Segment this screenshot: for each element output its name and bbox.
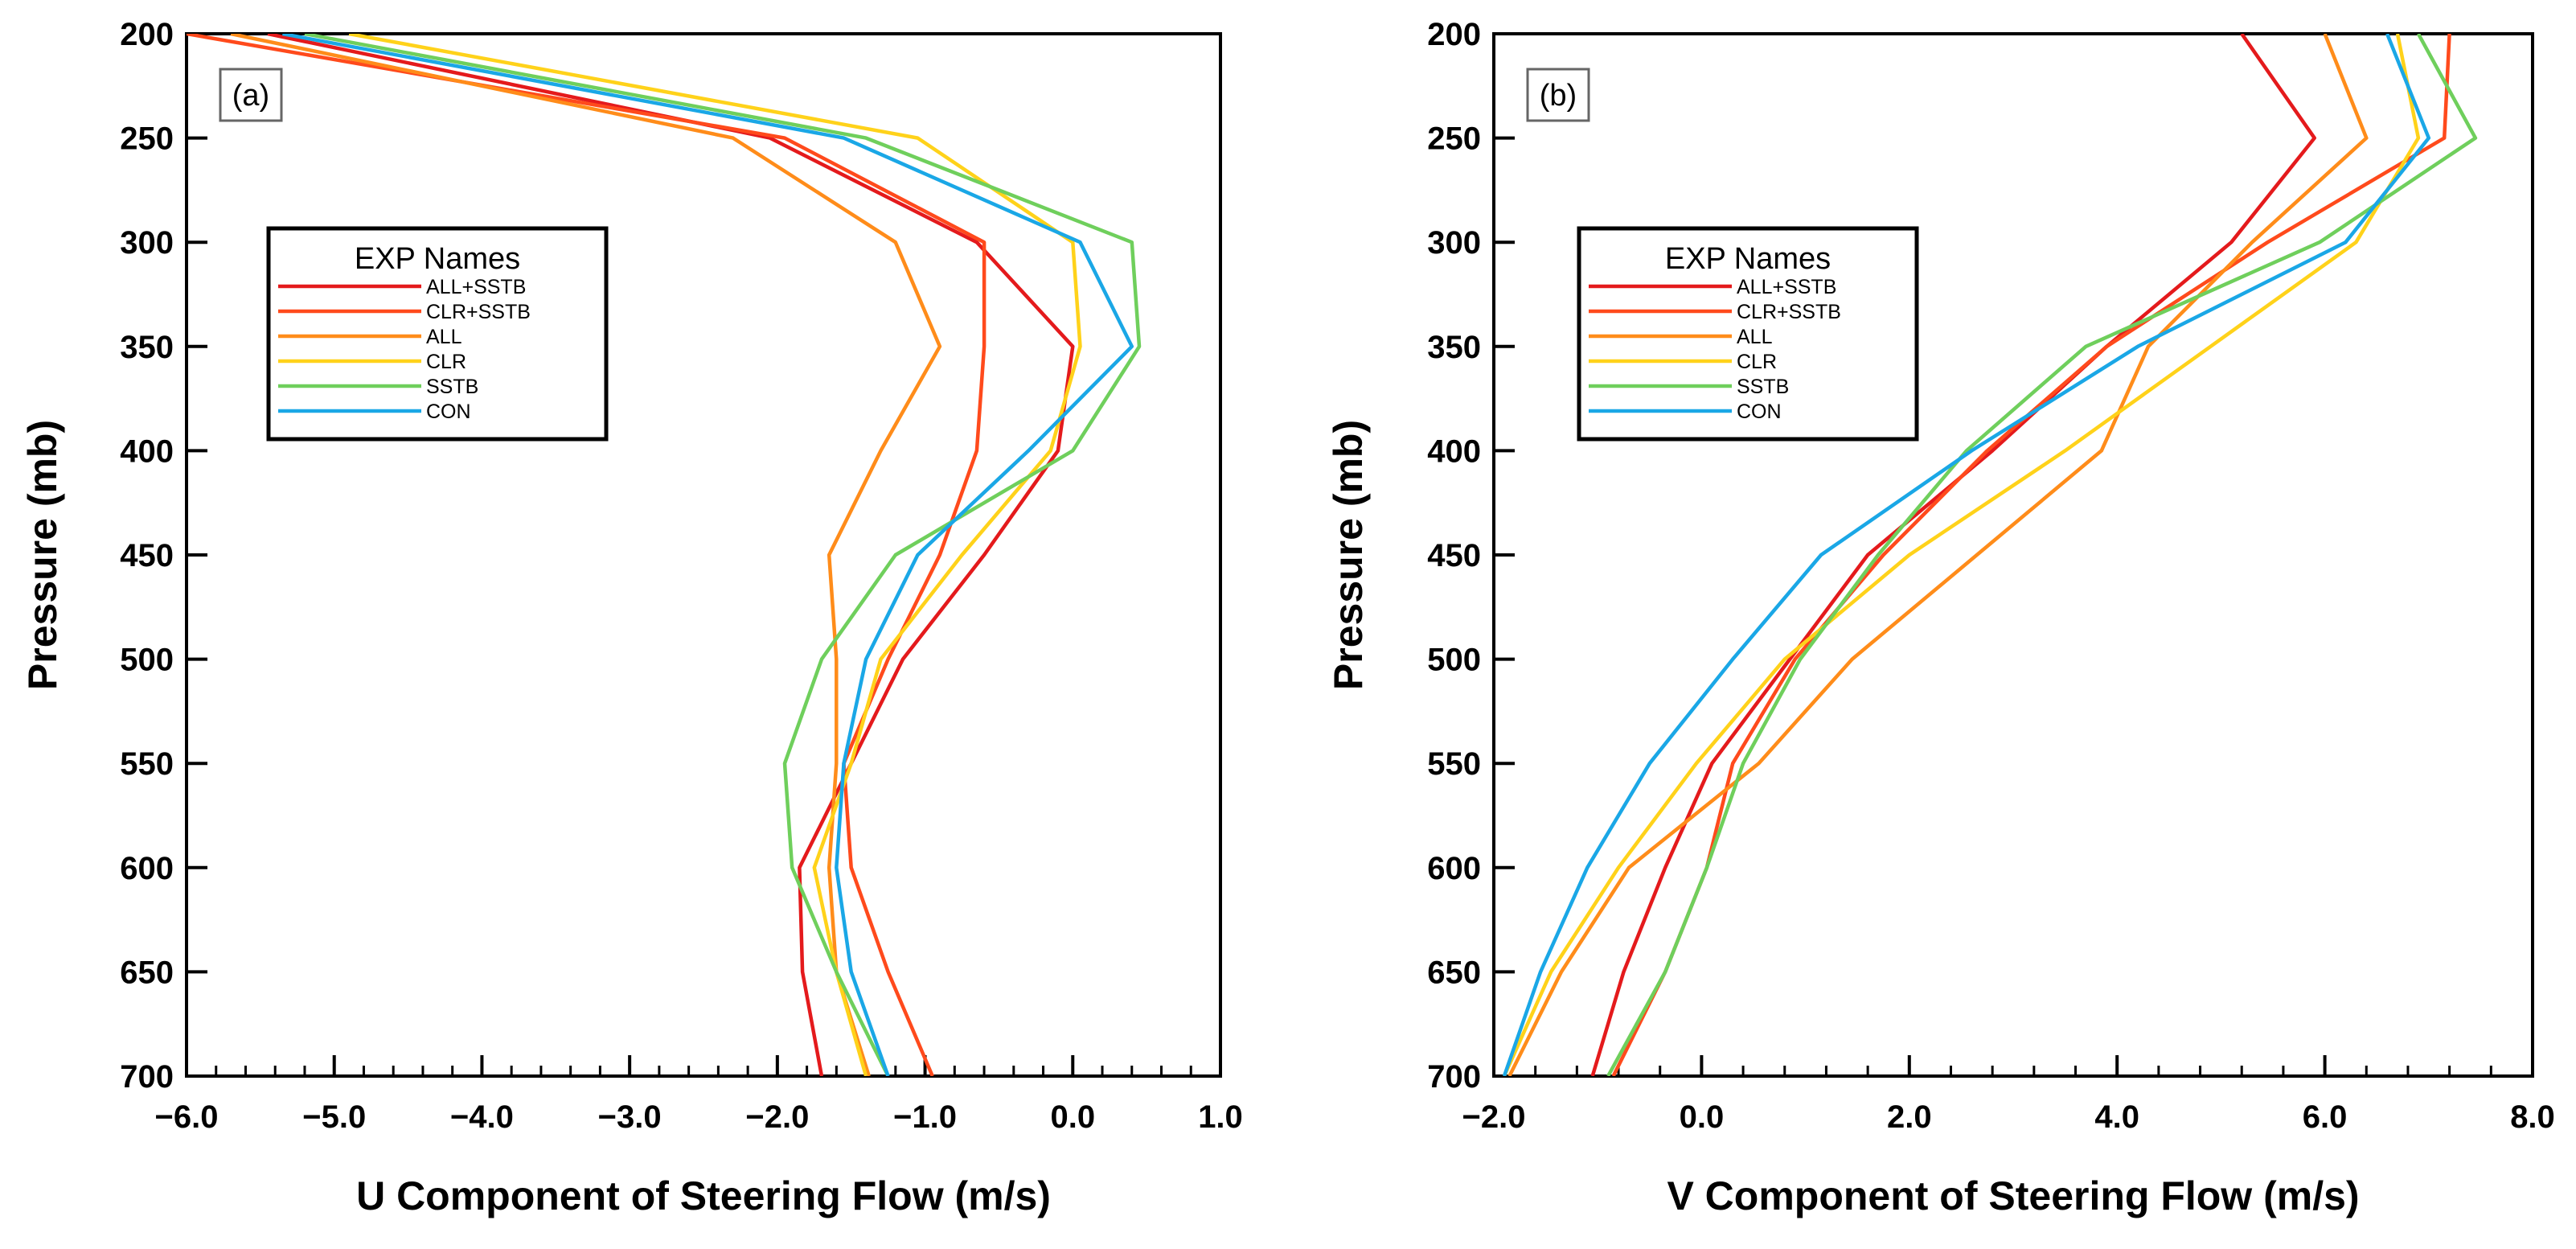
legend-entry-label: CLR — [1737, 351, 1777, 373]
series-line-all — [1507, 34, 2369, 1076]
x-tick-label: −2.0 — [1462, 1099, 1526, 1135]
x-tick-label: 4.0 — [2094, 1099, 2139, 1135]
y-tick-label: 550 — [1427, 746, 1481, 782]
y-tick-label: 200 — [1427, 17, 1481, 52]
x-tick-label: −1.0 — [893, 1099, 957, 1135]
plot-frame — [185, 32, 1222, 1078]
legend-title: EXP Names — [1665, 242, 1831, 276]
y-tick-label: 700 — [1427, 1059, 1481, 1095]
y-tick-label: 250 — [1427, 121, 1481, 157]
x-tick-label: 0.0 — [1050, 1099, 1095, 1135]
series-line-clr-plus-sstb — [1611, 34, 2451, 1076]
x-tick-label: −4.0 — [450, 1099, 514, 1135]
series-line-con — [281, 34, 1134, 1076]
x-axis-title: V Component of Steering Flow (m/s) — [1667, 1173, 2359, 1218]
legend-entry-label: CLR+SSTB — [1737, 301, 1841, 323]
x-tick-label: −3.0 — [598, 1099, 662, 1135]
y-tick-label: 650 — [1427, 955, 1481, 990]
legend-entry-label: ALL+SSTB — [426, 276, 526, 298]
y-tick-label: 400 — [1427, 433, 1481, 469]
series-group — [1502, 34, 2478, 1076]
x-tick-label: −2.0 — [745, 1099, 809, 1135]
y-axis-title: Pressure (mb) — [1326, 420, 1371, 690]
series-line-sstb — [1606, 34, 2478, 1076]
series-group — [187, 34, 1142, 1076]
panel-a: −6.0 −5.0 −4.0 −3.0 −2.0 −1.0 0.0 1.0 200 250 300 3… — [20, 17, 1243, 1218]
legend-title: EXP Names — [355, 242, 520, 276]
series-line-clr-plus-sstb — [187, 34, 987, 1076]
legend-entry-label: CLR — [426, 351, 466, 373]
x-tick-label: 6.0 — [2303, 1099, 2348, 1135]
legend-entry-label: ALL+SSTB — [1737, 276, 1836, 298]
x-tick-label: −6.0 — [155, 1099, 219, 1135]
y-tick-label: 500 — [120, 643, 174, 678]
y-tick-label: 350 — [1427, 330, 1481, 365]
x-tick-label: 8.0 — [2510, 1099, 2555, 1135]
y-tick-label: 250 — [120, 121, 174, 157]
y-tick-label: 300 — [1427, 225, 1481, 261]
y-axis-title: Pressure (mb) — [20, 420, 65, 690]
y-tick-label: 200 — [120, 17, 174, 52]
y-tick-label: 300 — [120, 225, 174, 261]
legend-entry-label: CLR+SSTB — [426, 301, 531, 323]
panel-label-box — [219, 68, 283, 122]
y-tick-label: 450 — [1427, 538, 1481, 573]
x-tick-label: 2.0 — [1887, 1099, 1932, 1135]
panel-label-text: (b) — [1540, 79, 1577, 113]
x-tick-label: −5.0 — [302, 1099, 366, 1135]
legend-entry-label: ALL — [1737, 326, 1773, 348]
y-tick-label: 600 — [1427, 851, 1481, 886]
legend-entry-label: CON — [426, 401, 471, 423]
series-line-clr — [348, 34, 1082, 1076]
series-line-sstb — [304, 34, 1142, 1076]
panel-label-box — [1526, 68, 1590, 122]
legend-entry-label: SSTB — [426, 376, 478, 398]
y-tick-label: 550 — [120, 746, 174, 782]
legend-box — [266, 226, 609, 442]
legend-entry-label: SSTB — [1737, 376, 1789, 398]
series-line-con — [1502, 34, 2431, 1076]
x-tick-label: 0.0 — [1680, 1099, 1725, 1135]
legend-box — [1577, 226, 1919, 442]
y-tick-label: 500 — [1427, 643, 1481, 678]
y-tick-label: 700 — [120, 1059, 174, 1095]
series-line-all-plus-sstb — [1590, 34, 2316, 1076]
panel-label-text: (a) — [232, 79, 269, 113]
panel-label: (b) — [1526, 68, 1590, 122]
y-tick-label: 450 — [120, 538, 174, 573]
panel-label: (a) — [219, 68, 283, 122]
y-tick-label: 650 — [120, 955, 174, 990]
series-line-all-plus-sstb — [267, 34, 1075, 1076]
series-line-clr — [1502, 34, 2421, 1076]
legend-entry-label: ALL — [426, 326, 462, 348]
plot-frame — [1492, 32, 2534, 1078]
y-tick-label: 600 — [120, 851, 174, 886]
x-axis-title: U Component of Steering Flow (m/s) — [356, 1173, 1051, 1218]
panel-b: −2.0 0.0 2.0 4.0 6.0 8.0 200 250 300 350 400 450 500… — [1326, 17, 2555, 1218]
series-line-all — [230, 34, 942, 1076]
y-tick-label: 350 — [120, 330, 174, 365]
y-tick-label: 400 — [120, 433, 174, 469]
x-tick-label: 1.0 — [1198, 1099, 1243, 1135]
legend-entry-label: CON — [1737, 401, 1782, 423]
